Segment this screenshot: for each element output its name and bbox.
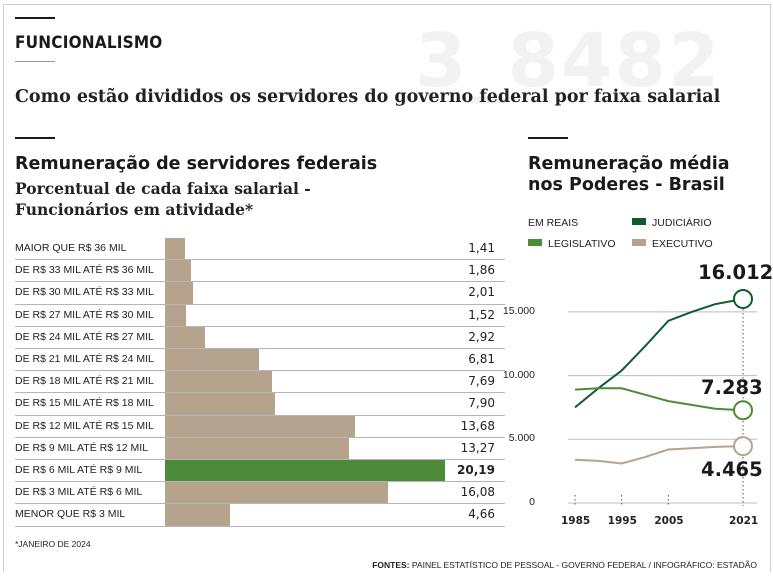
x-tick-label: 2005 — [654, 515, 684, 527]
left-panel-subtitle: Porcentual de cada faixa salarial - Func… — [15, 178, 311, 220]
bar — [165, 393, 275, 415]
series-end-label: 7.283 — [701, 376, 763, 400]
left-panel-subtitle-line2: Funcionários em atividade* — [15, 200, 254, 219]
row-divider — [15, 325, 505, 327]
bar — [165, 415, 355, 437]
row-divider — [15, 370, 505, 372]
series-line-legislativo — [574, 387, 744, 412]
section-tag: FUNCIONALISMO — [15, 33, 163, 53]
tag-underline — [15, 61, 55, 62]
bar-category-label: DE R$ 24 MIL ATÉ R$ 27 MIL — [15, 330, 154, 343]
bar-category-label: DE R$ 30 MIL ATÉ R$ 33 MIL — [15, 286, 154, 299]
bar-value-label: 7,90 — [468, 396, 495, 411]
footnote: *JANEIRO DE 2024 — [15, 539, 91, 549]
legend-legislativo-swatch — [528, 239, 542, 246]
sources-label: FONTES: — [372, 560, 410, 570]
legend-legislativo-label: LEGISLATIVO — [548, 238, 616, 250]
bar-value-label: 16,08 — [460, 485, 495, 500]
bar-category-label: DE R$ 15 MIL ATÉ R$ 18 MIL — [15, 397, 154, 410]
bar — [165, 349, 260, 371]
bar — [165, 260, 191, 282]
row-divider — [15, 481, 505, 483]
row-divider — [15, 281, 505, 283]
bar-category-label: DE R$ 27 MIL ATÉ R$ 30 MIL — [15, 308, 154, 321]
bar — [165, 371, 272, 393]
bar-category-label: MAIOR QUE R$ 36 MIL — [15, 242, 127, 254]
row-divider — [15, 503, 505, 505]
left-panel-rule — [15, 137, 55, 139]
legend-executivo: EXECUTIVO — [632, 238, 713, 250]
series-end-label: 4.465 — [701, 458, 763, 482]
left-panel-subtitle-line1: Porcentual de cada faixa salarial - — [15, 179, 311, 198]
bar-value-label: 2,92 — [468, 329, 495, 344]
bar-category-label: DE R$ 12 MIL ATÉ R$ 15 MIL — [15, 419, 154, 432]
bar-value-label: 4,66 — [468, 507, 495, 522]
bar-category-label: DE R$ 9 MIL ATÉ R$ 12 MIL — [15, 441, 149, 454]
bar — [165, 304, 187, 326]
right-panel-title: Remuneração média nos Poderes - Brasil — [528, 154, 730, 196]
x-tick-label: 1995 — [607, 515, 637, 527]
row-divider — [15, 392, 505, 394]
bar-value-label: 6,81 — [468, 352, 495, 366]
left-panel-title: Remuneração de servidores federais — [15, 154, 378, 174]
watermark: 3_8482 — [415, 18, 722, 104]
row-divider — [15, 459, 505, 460]
bar-value-label: 1,41 — [468, 241, 495, 255]
bar-category-label: DE R$ 33 MIL ATÉ R$ 36 MIL — [15, 264, 154, 277]
y-tick-label: 5.000 — [508, 432, 535, 445]
unit-label: EM REAIS — [528, 217, 579, 229]
right-panel-title-line2: nos Poderes - Brasil — [528, 175, 725, 195]
row-divider — [15, 525, 505, 527]
row-divider — [15, 436, 505, 438]
bar — [165, 326, 206, 348]
legend-legislativo: LEGISLATIVO — [528, 238, 616, 250]
top-rule — [15, 17, 55, 19]
series-end-label: 16.012 — [698, 260, 773, 284]
series-end-marker — [733, 400, 753, 421]
x-tick-label: 1985 — [561, 515, 591, 527]
row-divider — [15, 259, 505, 261]
series-end-marker — [733, 288, 753, 309]
legend-judiciario: JUDICIÁRIO — [632, 217, 712, 229]
sources-text: PAINEL ESTATÍSTICO DE PESSOAL - GOVERNO … — [411, 560, 757, 570]
figure-frame — [3, 4, 771, 572]
bar — [165, 282, 193, 304]
bar — [165, 482, 388, 504]
series-line-executivo — [574, 445, 744, 465]
right-panel-rule — [528, 137, 568, 139]
y-tick-label: 10.000 — [502, 368, 535, 381]
bar — [165, 504, 230, 526]
bar-category-label: DE R$ 6 MIL ATÉ R$ 9 MIL — [15, 464, 143, 476]
bar-category-label: DE R$ 21 MIL ATÉ R$ 24 MIL — [15, 353, 154, 365]
bar — [165, 460, 445, 482]
row-divider — [15, 348, 505, 349]
bar-value-label: 1,86 — [468, 263, 495, 278]
x-tick-label: 2021 — [729, 515, 759, 527]
bar-value-label: 13,27 — [460, 440, 495, 455]
bar-value-label: 2,01 — [468, 285, 495, 300]
legend-judiciario-label: JUDICIÁRIO — [652, 217, 712, 229]
bar-category-label: DE R$ 18 MIL ATÉ R$ 21 MIL — [15, 375, 154, 388]
series-end-marker — [733, 436, 753, 457]
right-panel-title-line1: Remuneração média — [528, 154, 730, 174]
legend-judiciario-swatch — [632, 218, 646, 225]
page-subtitle: Como estão divididos os servidores do go… — [15, 87, 721, 107]
sources: FONTES: PAINEL ESTATÍSTICO DE PESSOAL - … — [372, 560, 757, 570]
bar-category-label: DE R$ 3 MIL ATÉ R$ 6 MIL — [15, 486, 143, 499]
legend-executivo-label: EXECUTIVO — [652, 238, 713, 250]
bar-value-label: 13,68 — [460, 418, 495, 433]
bar-value-label: 20,19 — [457, 463, 495, 477]
bar-value-label: 7,69 — [468, 374, 495, 389]
bar-category-label: MENOR QUE R$ 3 MIL — [15, 508, 126, 521]
y-tick-label: 15.000 — [502, 304, 535, 317]
legend-executivo-swatch — [632, 239, 646, 246]
bar-value-label: 1,52 — [468, 307, 495, 322]
y-tick-label: 0 — [529, 496, 535, 508]
series-line-judiciário — [574, 298, 744, 409]
bar — [165, 437, 350, 459]
row-divider — [15, 303, 505, 305]
row-divider — [15, 414, 505, 416]
bar — [165, 238, 185, 260]
